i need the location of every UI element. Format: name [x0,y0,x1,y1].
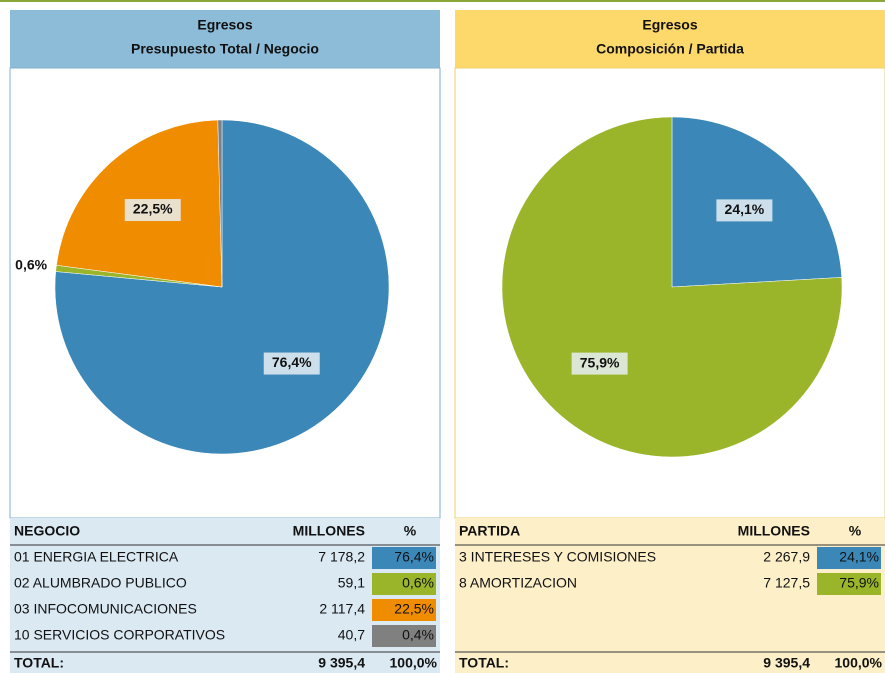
row-millions: 40,7 [338,627,365,643]
slice-label: 24,1% [725,201,765,217]
table-bg [455,518,885,673]
row-label: 3 INTERESES Y COMISIONES [459,549,656,565]
row-millions: 7 178,2 [318,549,365,565]
percent-cell [817,573,881,595]
title-band [10,10,440,68]
row-label: 8 AMORTIZACION [459,575,577,591]
label-box [124,199,181,222]
label-box [571,352,628,375]
table-header: MILLONES [738,523,810,539]
chart-title: Egresos [642,17,697,33]
percent-cell [817,547,881,569]
total-millions: 9 395,4 [318,655,365,671]
row-millions: 7 127,5 [763,575,810,591]
title-band [455,10,885,68]
total-percent: 100,0% [390,655,438,671]
table-header: PARTIDA [459,523,520,539]
slice-label: 76,4% [272,354,312,370]
percent-cell [372,547,436,569]
row-label: 03 INFOCOMUNICACIONES [14,601,197,617]
percent-cell [372,625,436,647]
row-percent: 75,9% [839,575,879,591]
slice-label: 22,5% [133,201,173,217]
label-box [263,352,320,375]
row-label: 02 ALUMBRADO PUBLICO [14,575,187,591]
total-label: TOTAL: [459,655,509,671]
table-header: NEGOCIO [14,523,80,539]
row-millions: 2 267,9 [763,549,810,565]
row-label: 01 ENERGIA ELECTRICA [14,549,179,565]
row-percent: 0,4% [402,627,434,643]
row-percent: 0,6% [402,575,434,591]
table-header: % [404,523,417,539]
percent-cell [372,573,436,595]
percent-cell [372,599,436,621]
slice-label: 0,6% [15,256,47,272]
row-label: 10 SERVICIOS CORPORATIVOS [14,627,225,643]
row-millions: 59,1 [338,575,365,591]
chart-title: Egresos [197,17,252,33]
table-header: % [849,523,862,539]
table-bg [10,518,440,673]
chart-title: Composición / Partida [596,41,744,57]
row-percent: 76,4% [394,549,434,565]
row-percent: 24,1% [839,549,879,565]
slice-label: 75,9% [580,354,620,370]
pie-slice [217,119,223,288]
row-percent: 22,5% [394,601,434,617]
chart-title: Presupuesto Total / Negocio [131,41,319,57]
total-label: TOTAL: [14,655,64,671]
total-percent: 100,0% [835,655,883,671]
label-box [716,199,773,222]
table-header: MILLONES [293,523,365,539]
total-millions: 9 395,4 [763,655,810,671]
row-millions: 2 117,4 [319,601,365,617]
